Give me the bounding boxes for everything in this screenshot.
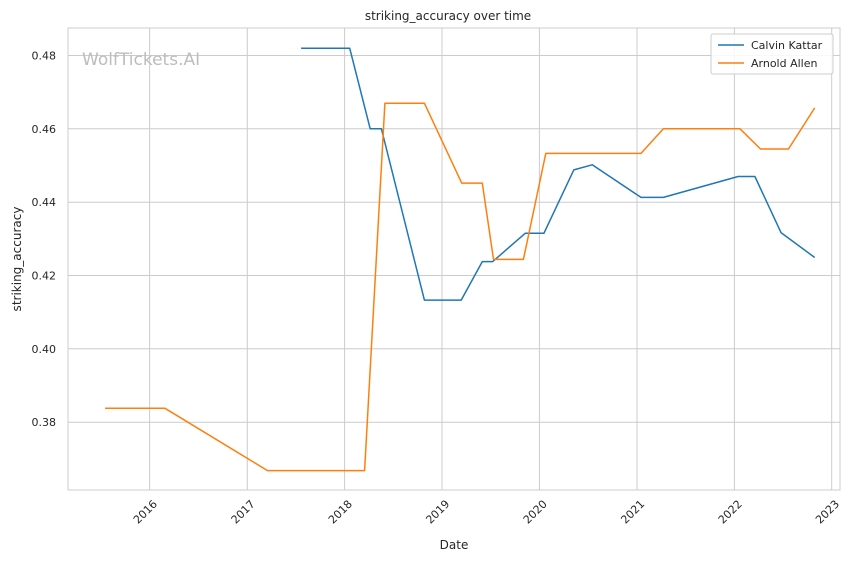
chart-title: striking_accuracy over time <box>365 9 531 23</box>
x-tick-label-2016: 2016 <box>131 498 160 527</box>
legend: Calvin Kattar Arnold Allen <box>710 33 834 75</box>
legend-label-calvin-kattar: Calvin Kattar <box>751 39 823 52</box>
legend-box <box>710 33 834 75</box>
x-tick-labels: 2016 2017 2018 2019 2020 2021 2022 2023 <box>131 498 842 527</box>
x-tick-label-2022: 2022 <box>716 498 745 527</box>
series-layer <box>105 47 816 472</box>
y-tick-labels: 0.38 0.40 0.42 0.44 0.46 0.48 <box>32 50 57 430</box>
x-tick-label-2023: 2023 <box>813 498 842 527</box>
y-tick-label-0-40: 0.40 <box>32 343 57 356</box>
series-line-calvin-kattar <box>301 47 816 301</box>
x-axis-title: Date <box>440 538 469 552</box>
x-tick-label-2019: 2019 <box>423 498 452 527</box>
series-line-arnold-allen <box>105 102 816 472</box>
y-tick-label-0-46: 0.46 <box>32 123 57 136</box>
y-tick-label-0-48: 0.48 <box>32 50 57 63</box>
y-axis-title: striking_accuracy <box>10 207 24 312</box>
y-tick-label-0-42: 0.42 <box>32 270 57 283</box>
plot-area <box>67 27 841 491</box>
legend-label-arnold-allen: Arnold Allen <box>751 57 817 70</box>
x-tick-label-2020: 2020 <box>521 498 550 527</box>
y-tick-label-0-44: 0.44 <box>32 196 57 209</box>
watermark: WolfTickets.AI <box>82 50 200 70</box>
x-tick-label-2018: 2018 <box>326 498 355 527</box>
x-tick-label-2021: 2021 <box>618 498 647 527</box>
x-tick-label-2017: 2017 <box>229 498 258 527</box>
y-tick-label-0-38: 0.38 <box>32 416 57 429</box>
